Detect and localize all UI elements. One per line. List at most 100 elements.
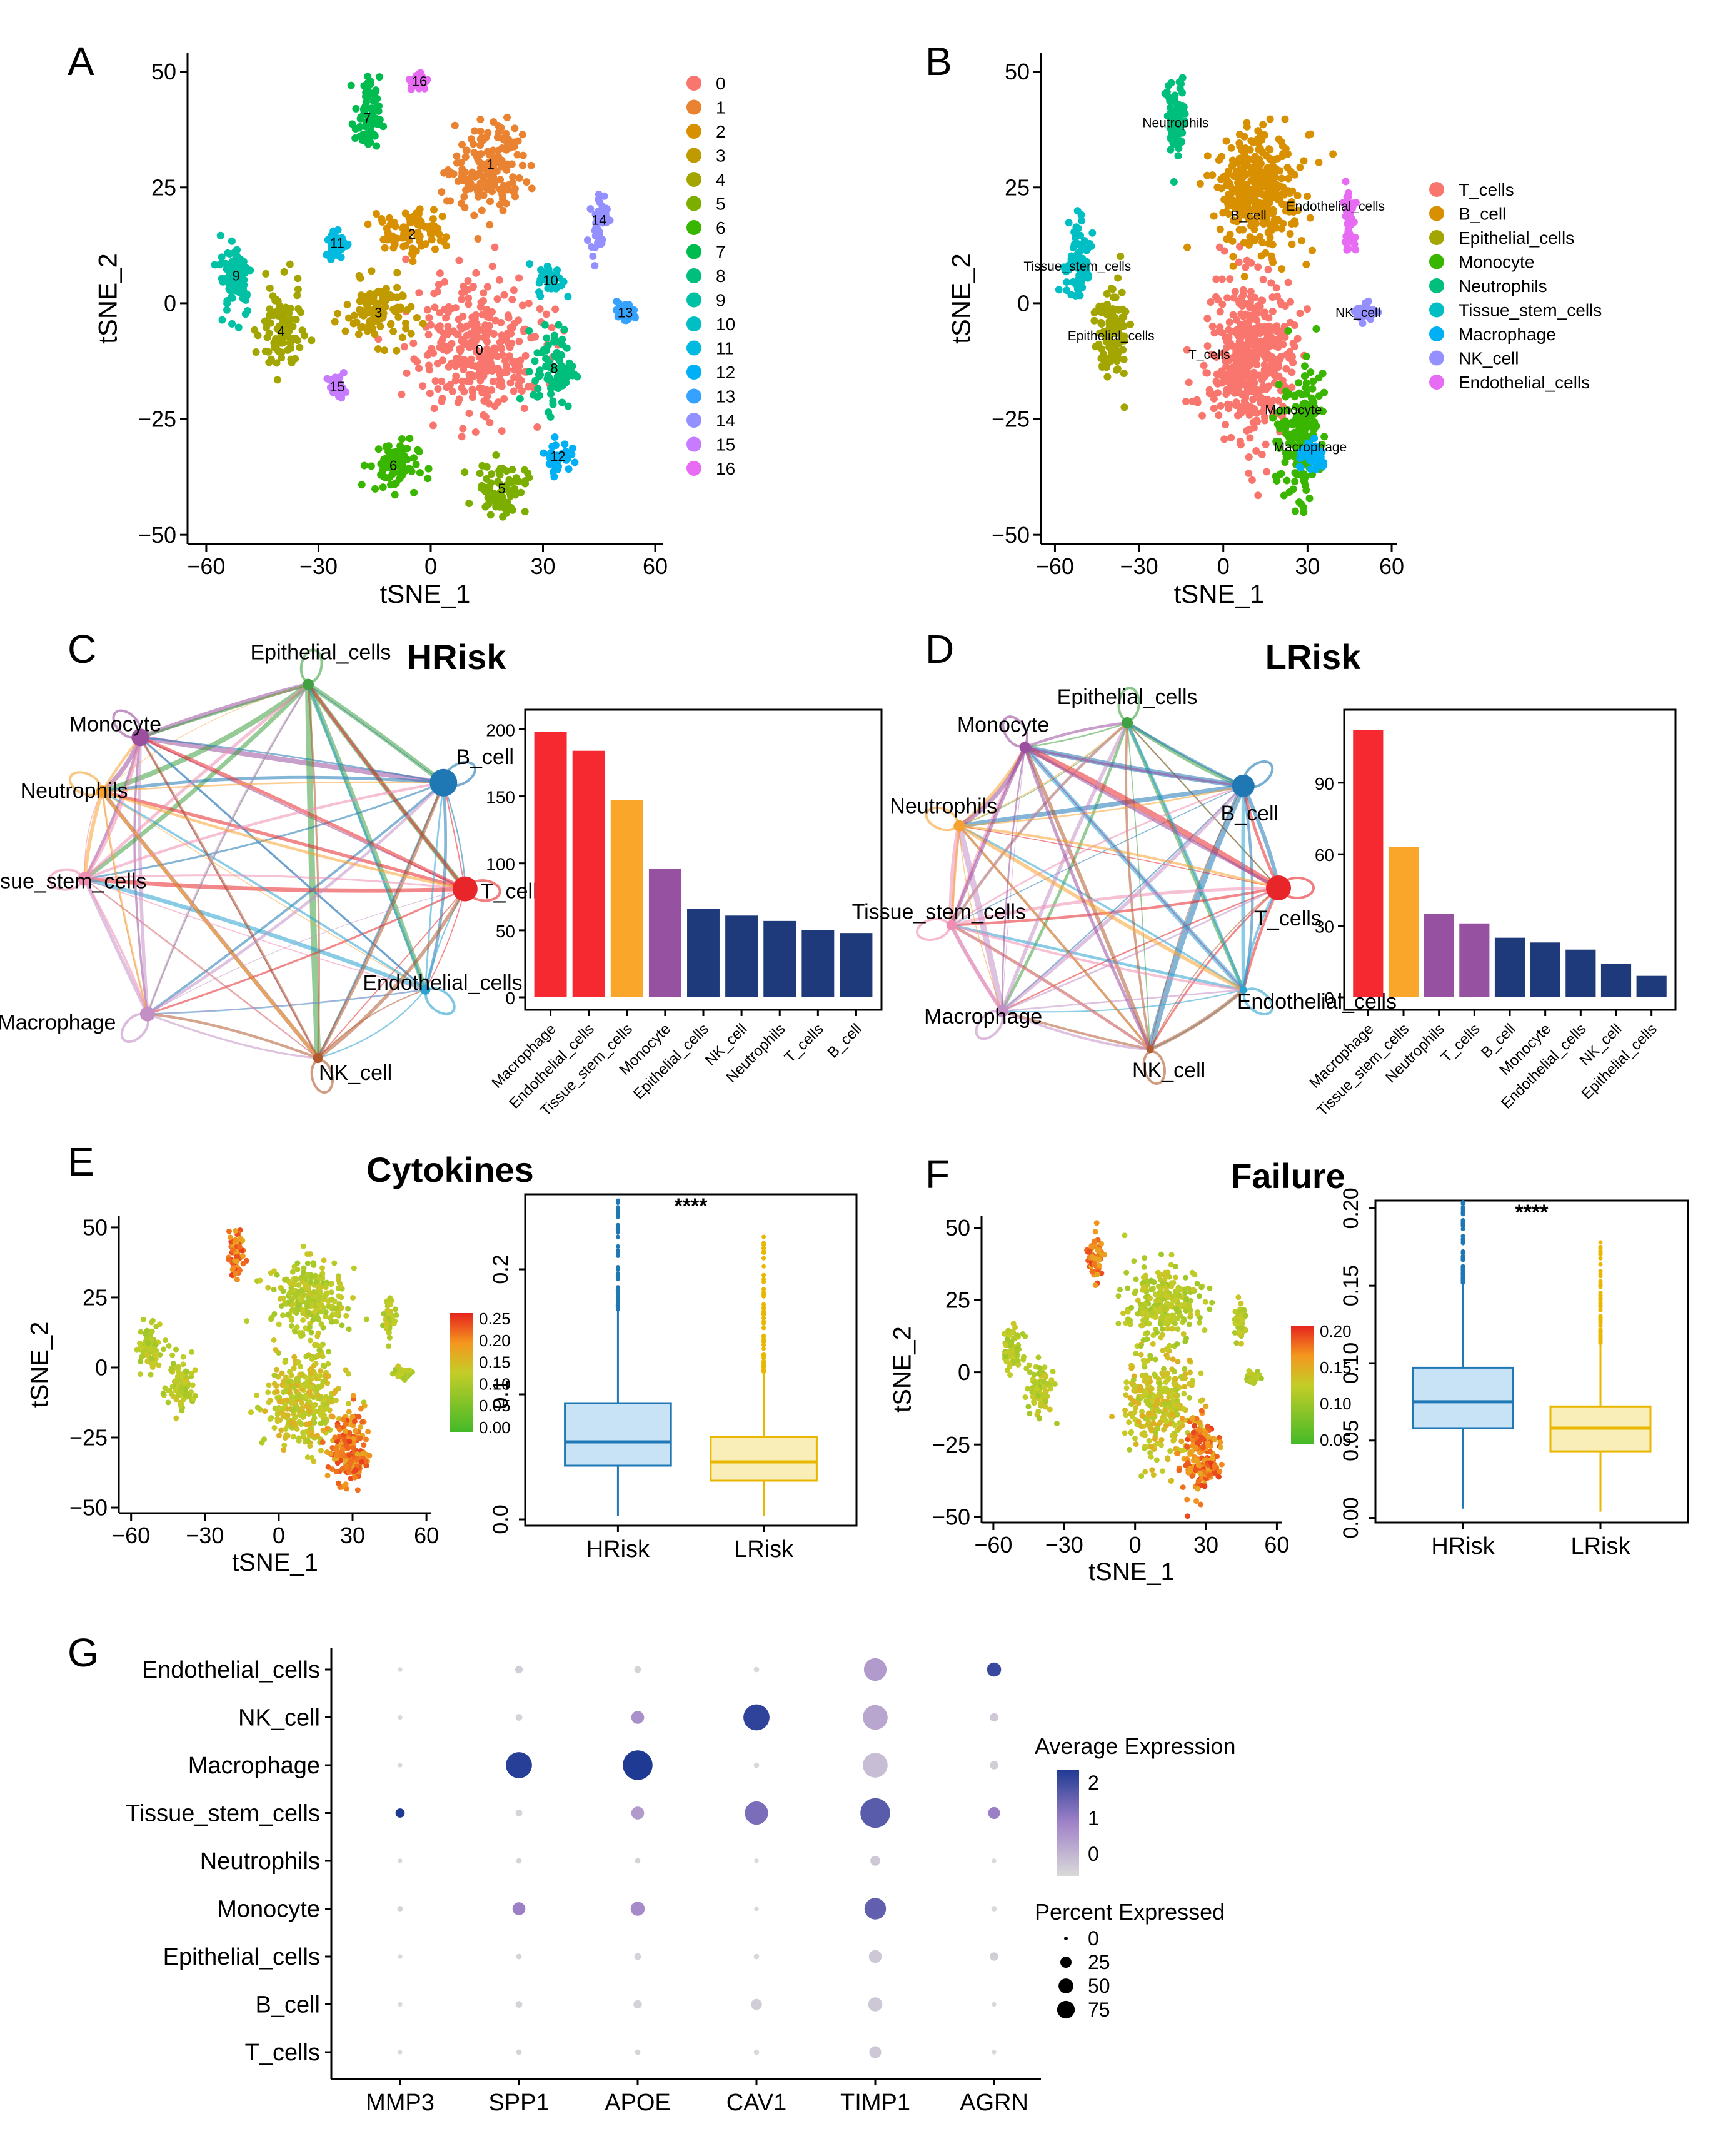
panel-a-point bbox=[518, 131, 526, 139]
panel-b-point bbox=[1243, 201, 1252, 209]
panel-a-point bbox=[466, 179, 475, 188]
panel-b-point bbox=[1103, 373, 1112, 381]
panel-a-point bbox=[549, 400, 557, 408]
panel-d-node-label: NK_cell bbox=[1132, 1059, 1205, 1082]
panel-a-point bbox=[413, 313, 421, 321]
panel-a-point bbox=[519, 151, 527, 159]
panel-a-point bbox=[476, 128, 485, 136]
panel-e-box-outlier bbox=[615, 1296, 620, 1301]
panel-b-point bbox=[1350, 240, 1359, 248]
panel-a-point bbox=[243, 264, 251, 272]
panel-b-point bbox=[1305, 495, 1314, 503]
panel-a-cluster-label: 10 bbox=[543, 273, 558, 288]
panel-e-point bbox=[366, 1453, 373, 1459]
panel-e-point bbox=[277, 1296, 283, 1302]
panel-b-annotation: T_cells bbox=[1188, 348, 1230, 362]
panel-a-x-label: tSNE_1 bbox=[380, 579, 471, 608]
panel-b-point bbox=[1220, 435, 1228, 443]
panel-b-point bbox=[1232, 316, 1240, 324]
panel-f-point bbox=[1150, 1420, 1157, 1426]
panel-c-network-edge bbox=[84, 878, 319, 1059]
panel-e-point bbox=[254, 1404, 261, 1411]
panel-a-cluster-6 bbox=[358, 435, 433, 499]
panel-e-point bbox=[181, 1379, 188, 1386]
panel-a-point bbox=[543, 334, 551, 342]
panel-e-point bbox=[316, 1347, 323, 1353]
panel-e-point bbox=[307, 1337, 313, 1344]
panel-e-point bbox=[391, 1321, 397, 1327]
panel-e-point bbox=[290, 1434, 296, 1440]
panel-a-point bbox=[506, 379, 515, 387]
panel-a-point bbox=[278, 354, 286, 362]
panel-b-point bbox=[1266, 155, 1274, 163]
panel-b-point bbox=[1234, 342, 1242, 350]
panel-a-point bbox=[460, 365, 468, 373]
panel-b-point bbox=[1223, 400, 1232, 408]
panel-e-point bbox=[140, 1316, 146, 1322]
panel-a-point bbox=[419, 320, 427, 328]
panel-a-point bbox=[339, 384, 347, 392]
panel-b-point bbox=[1108, 346, 1116, 354]
panel-a-point bbox=[266, 311, 274, 319]
panel-f-point bbox=[1128, 1365, 1135, 1371]
panel-a-point bbox=[343, 301, 351, 309]
panel-e-point bbox=[386, 1343, 392, 1349]
panel-a-legend-label: 3 bbox=[716, 146, 726, 166]
panel-a-point bbox=[586, 204, 595, 213]
panel-b-point bbox=[1227, 375, 1235, 383]
panel-a-cluster-1 bbox=[438, 113, 536, 243]
panel-e-point bbox=[230, 1265, 236, 1271]
panel-e-box-outlier bbox=[761, 1287, 766, 1292]
panel-e-point bbox=[329, 1414, 336, 1420]
panel-e-point bbox=[286, 1369, 293, 1375]
panel-e-point bbox=[358, 1406, 364, 1412]
panel-b-point bbox=[1113, 366, 1121, 374]
panel-a-point bbox=[366, 138, 374, 146]
panel-a-x-tick-label: −30 bbox=[299, 553, 338, 579]
panel-e-point bbox=[406, 1367, 413, 1373]
panel-b-point bbox=[1163, 88, 1171, 96]
panel-f-point bbox=[1146, 1394, 1152, 1400]
panel-e-x-tick-label: 30 bbox=[340, 1523, 365, 1548]
panel-e-point bbox=[283, 1426, 289, 1432]
panel-a-point bbox=[344, 240, 352, 248]
panel-b-point bbox=[1207, 298, 1215, 306]
panel-e-point bbox=[271, 1372, 278, 1378]
panel-a-point bbox=[419, 382, 427, 390]
panel-a-y-label: tSNE_2 bbox=[93, 253, 122, 344]
panel-a-point bbox=[334, 240, 343, 248]
panel-a-point bbox=[386, 453, 394, 461]
panel-a-point bbox=[483, 338, 491, 346]
panel-e-point bbox=[350, 1393, 356, 1399]
panel-b-point bbox=[1245, 370, 1253, 378]
panel-f-point bbox=[1142, 1469, 1148, 1475]
panel-b-point bbox=[1222, 421, 1230, 429]
panel-e-box-outlier bbox=[761, 1342, 766, 1348]
panel-a-point bbox=[251, 326, 259, 334]
panel-e-point bbox=[273, 1383, 279, 1389]
panel-e-cluster-B_cell bbox=[244, 1243, 369, 1353]
panel-b-point bbox=[1268, 307, 1277, 315]
panel-a-point bbox=[492, 451, 500, 459]
panel-a-point bbox=[554, 384, 562, 392]
panel-e-box-significance: **** bbox=[675, 1194, 708, 1218]
panel-a-cluster-label: 2 bbox=[408, 226, 416, 242]
panel-b-point bbox=[1319, 462, 1327, 470]
panel-f-point bbox=[1142, 1361, 1148, 1367]
panel-b-point bbox=[1210, 405, 1218, 413]
panel-e-point bbox=[273, 1366, 279, 1373]
panel-a-point bbox=[513, 363, 521, 371]
panel-a-point bbox=[486, 511, 495, 519]
panel-e-point bbox=[316, 1297, 323, 1303]
panel-b-x-label: tSNE_1 bbox=[1174, 579, 1265, 608]
panel-a-point bbox=[478, 388, 486, 396]
panel-f-point bbox=[1147, 1425, 1153, 1431]
panel-b-point bbox=[1248, 409, 1256, 417]
panel-e-point bbox=[361, 1442, 367, 1448]
panel-a-point bbox=[243, 307, 251, 315]
panel-a-point bbox=[405, 75, 413, 83]
panel-a-point bbox=[390, 468, 398, 476]
panel-a-point bbox=[510, 286, 518, 295]
panel-a-legend-key bbox=[686, 268, 701, 283]
panel-e-point bbox=[333, 1312, 339, 1318]
